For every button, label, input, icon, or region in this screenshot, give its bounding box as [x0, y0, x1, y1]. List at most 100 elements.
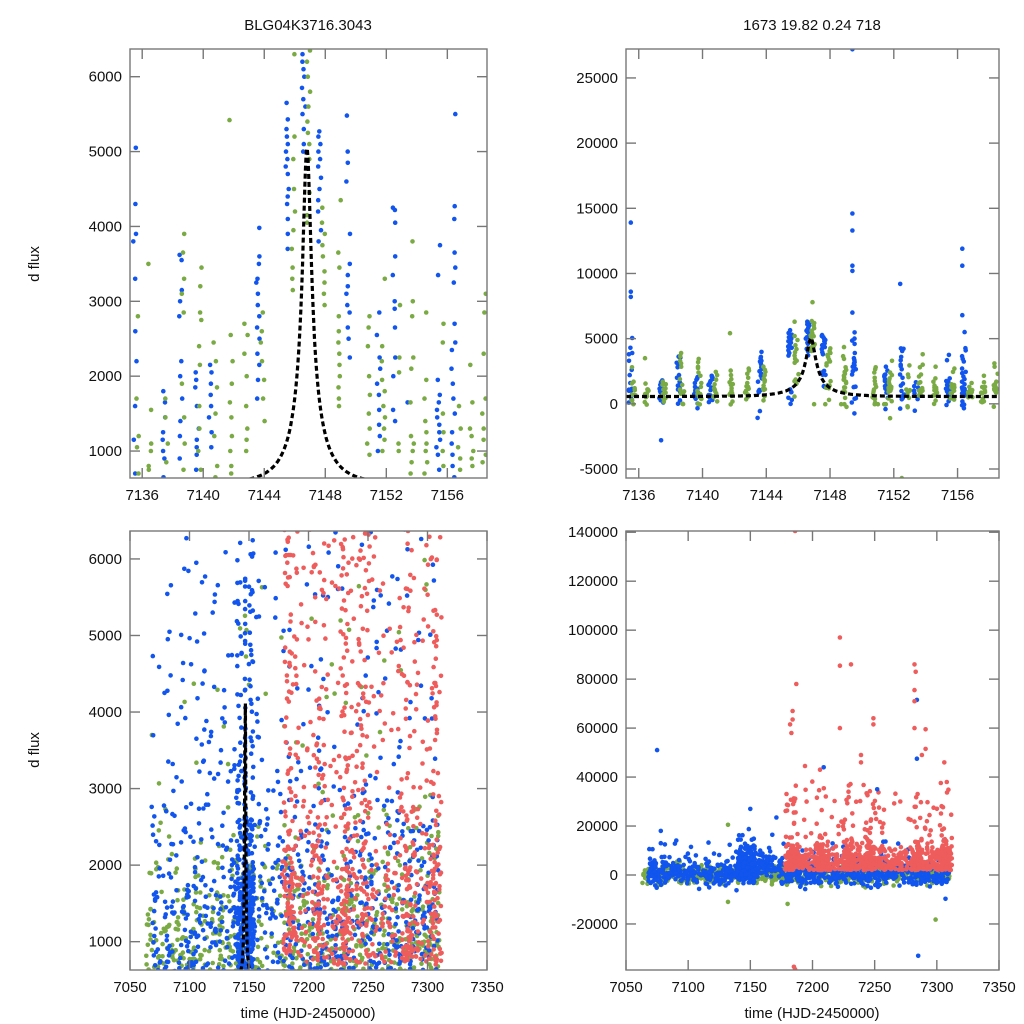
- data-point-red: [323, 845, 329, 850]
- data-point-red: [373, 848, 379, 854]
- data-point-blue: [390, 205, 396, 210]
- data-point-red: [397, 624, 403, 630]
- data-point-red: [347, 870, 352, 876]
- data-point-green: [641, 872, 646, 878]
- data-points: [144, 432, 444, 975]
- data-point-blue: [316, 134, 321, 139]
- data-point-red: [434, 727, 440, 733]
- data-point-blue: [898, 362, 903, 368]
- data-point-blue: [231, 893, 236, 898]
- data-point-blue: [226, 961, 232, 966]
- data-point-green: [169, 851, 175, 857]
- data-point-blue: [183, 805, 189, 810]
- data-point-green: [793, 342, 798, 348]
- data-point-green: [429, 833, 434, 839]
- data-point-blue: [850, 263, 855, 269]
- data-point-green: [336, 340, 341, 345]
- data-point-blue: [232, 763, 237, 768]
- data-point-blue: [184, 535, 189, 541]
- data-point-blue: [166, 871, 172, 876]
- data-point-blue: [245, 970, 250, 975]
- data-point-blue: [205, 921, 210, 926]
- data-point-red: [288, 619, 293, 624]
- data-point-blue: [370, 924, 376, 929]
- data-point-green: [905, 390, 910, 395]
- data-point-red: [344, 894, 350, 900]
- data-point-red: [358, 886, 364, 891]
- data-point-red: [319, 776, 325, 781]
- data-point-blue: [264, 955, 270, 960]
- data-point-green: [301, 899, 306, 905]
- data-point-green: [841, 344, 847, 350]
- data-point-red: [350, 924, 356, 930]
- data-point-green: [219, 854, 225, 860]
- data-point-blue: [757, 408, 763, 414]
- data-point-red: [432, 881, 438, 887]
- data-point-red: [433, 890, 438, 896]
- data-point-blue: [222, 958, 228, 963]
- data-point-blue: [225, 779, 231, 784]
- data-point-red: [339, 889, 344, 894]
- data-point-blue: [452, 203, 458, 209]
- data-point-red: [311, 874, 316, 879]
- data-point-green: [277, 893, 283, 899]
- data-point-red: [316, 772, 322, 778]
- data-point-blue: [897, 406, 903, 411]
- data-point-green: [191, 681, 197, 686]
- data-point-blue: [183, 966, 188, 970]
- data-point-red: [423, 952, 428, 958]
- data-point-green: [951, 397, 957, 402]
- data-point-red: [431, 768, 436, 774]
- data-point-blue: [162, 456, 167, 461]
- data-point-red: [318, 910, 323, 916]
- data-point-blue: [242, 638, 248, 644]
- data-point-red: [310, 956, 316, 962]
- data-point-red: [437, 535, 443, 540]
- data-point-blue: [256, 578, 262, 584]
- data-point-red: [325, 875, 330, 880]
- data-point-blue: [210, 610, 215, 615]
- data-point-blue: [301, 126, 307, 132]
- data-point-red: [341, 932, 346, 937]
- data-point-red: [345, 883, 351, 888]
- data-point-blue: [161, 511, 166, 516]
- data-point-blue: [376, 407, 382, 413]
- data-point-blue: [149, 804, 154, 810]
- y-tick-label: 3000: [89, 781, 122, 798]
- data-point-blue: [194, 934, 199, 940]
- data-point-blue: [359, 834, 364, 840]
- data-point-red: [387, 832, 393, 838]
- data-point-red: [326, 543, 331, 549]
- data-point-red: [351, 907, 357, 912]
- data-point-green: [338, 197, 344, 203]
- data-point-red: [417, 785, 423, 790]
- data-point-blue: [301, 432, 306, 437]
- data-point-blue: [259, 896, 265, 901]
- data-point-green: [211, 860, 217, 865]
- data-point-red: [305, 470, 310, 475]
- data-point-red: [431, 947, 437, 952]
- data-point-blue: [628, 345, 633, 351]
- data-point-green: [146, 917, 152, 922]
- data-point-red: [437, 844, 443, 850]
- y-tick-label: 25000: [576, 70, 618, 87]
- data-point-blue: [428, 906, 433, 911]
- data-point-blue: [416, 637, 421, 643]
- data-point-green: [244, 437, 249, 443]
- data-point-blue: [354, 508, 359, 513]
- data-point-blue: [345, 325, 351, 330]
- data-point-blue: [963, 345, 968, 351]
- data-point-blue: [391, 467, 396, 472]
- data-point-green: [346, 627, 352, 633]
- data-point-red: [298, 910, 303, 915]
- data-point-red: [425, 487, 430, 492]
- data-point-blue: [150, 823, 155, 828]
- data-point-blue: [386, 601, 392, 606]
- data-point-green: [261, 377, 267, 383]
- data-point-blue: [265, 816, 271, 821]
- data-point-green: [146, 261, 151, 267]
- data-point-red: [352, 503, 357, 508]
- data-point-red: [291, 847, 296, 852]
- data-point-blue: [883, 364, 889, 370]
- data-point-blue: [852, 341, 857, 347]
